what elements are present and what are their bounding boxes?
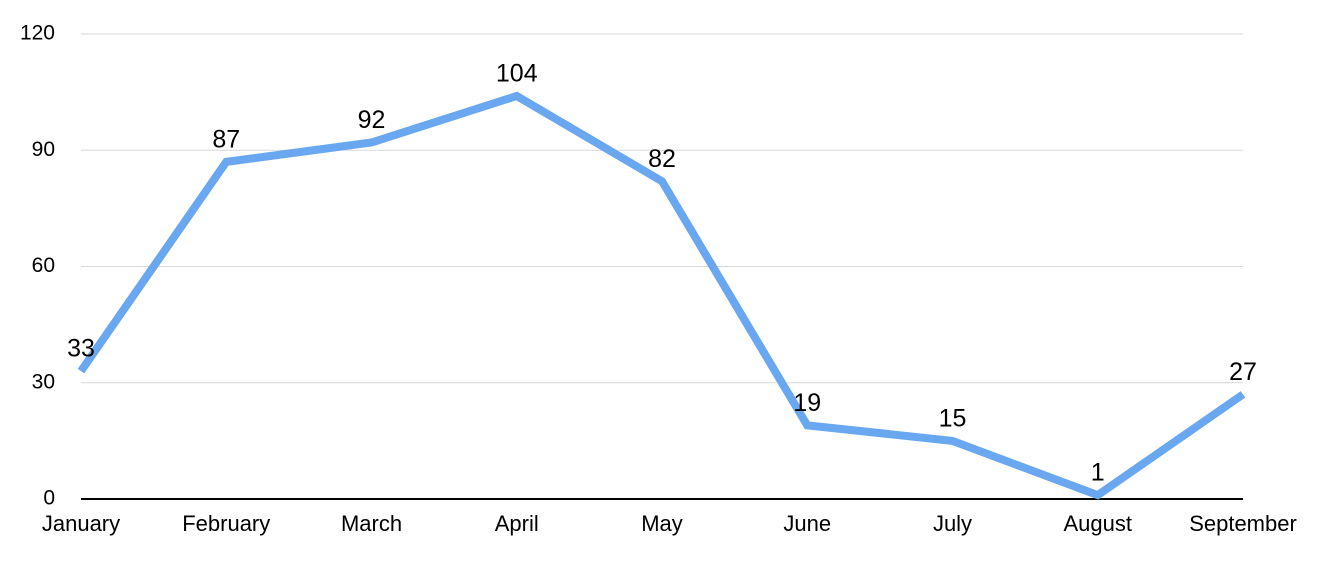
data-label: 87 [212, 125, 240, 153]
x-tick-label: September [1189, 511, 1297, 536]
data-label: 92 [358, 106, 386, 134]
y-tick-label: 60 [32, 254, 55, 277]
x-tick-label: March [341, 511, 402, 536]
y-tick-label: 90 [32, 138, 55, 161]
x-tick-label: May [641, 511, 683, 536]
data-label: 1 [1091, 459, 1105, 487]
data-line [77, 91, 1246, 500]
x-tick-label: June [783, 511, 831, 536]
y-tick-label: 0 [43, 487, 55, 510]
data-label: 15 [939, 404, 967, 432]
x-tick-label: April [495, 511, 539, 536]
x-tick-label: February [182, 511, 270, 536]
x-tick-label: July [933, 511, 972, 536]
data-label: 27 [1229, 358, 1257, 386]
y-tick-label: 30 [32, 370, 55, 393]
data-label: 33 [67, 335, 95, 363]
data-label: 104 [496, 60, 538, 88]
data-label: 19 [793, 389, 821, 417]
data-label: 82 [648, 145, 676, 173]
x-tick-label: January [42, 511, 120, 536]
y-tick-label: 120 [20, 22, 55, 45]
x-tick-label: August [1064, 511, 1133, 536]
